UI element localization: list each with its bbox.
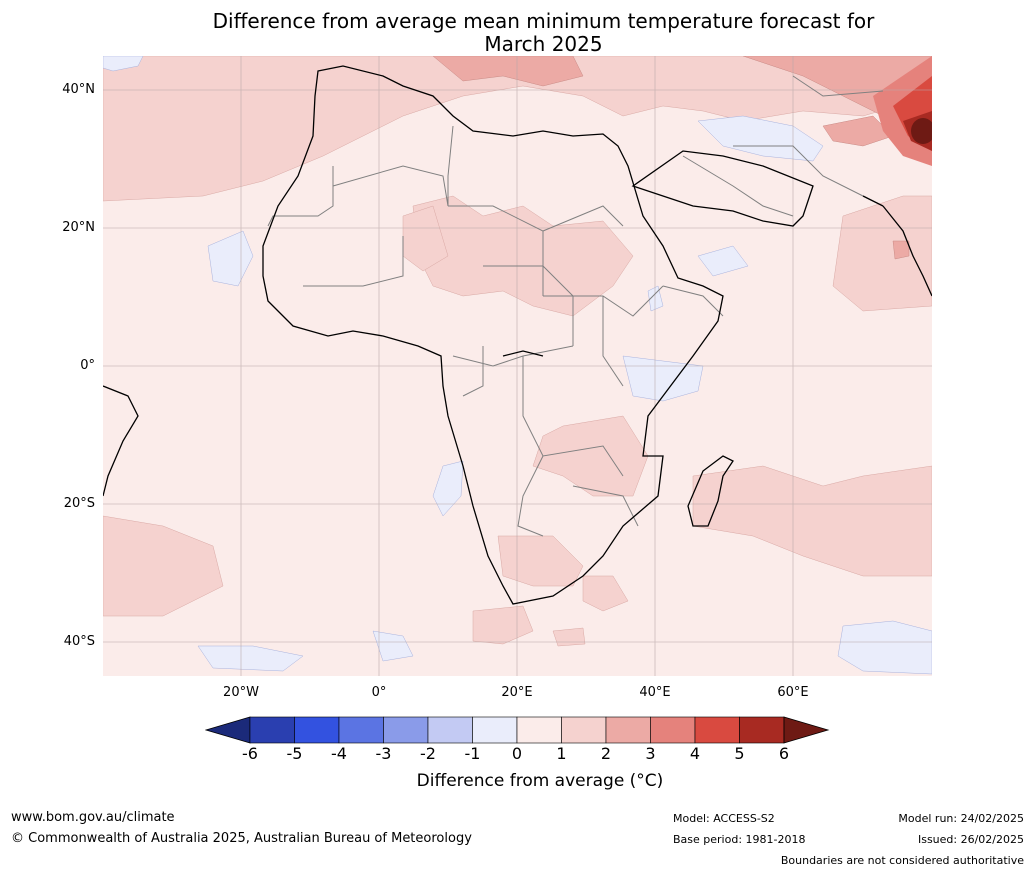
gridlines bbox=[103, 56, 932, 676]
colorbar-tick-label: -1 bbox=[464, 744, 481, 763]
lon-label-20e: 20°E bbox=[501, 685, 533, 700]
colorbar-tick-label: -3 bbox=[375, 744, 392, 763]
colorbar-segment bbox=[383, 716, 429, 744]
colorbar-arrow-high bbox=[783, 716, 830, 744]
anomaly-1to2-regions bbox=[103, 56, 932, 647]
footer-model: Model: ACCESS-S2 bbox=[673, 812, 775, 825]
colorbar-segment bbox=[472, 716, 518, 744]
colorbar-tick-label: 4 bbox=[689, 744, 701, 763]
colorbar-tick-label: 6 bbox=[778, 744, 790, 763]
colorbar bbox=[205, 716, 830, 744]
colorbar-segment bbox=[427, 716, 473, 744]
lat-label-20s: 20°S bbox=[63, 496, 95, 511]
colorbar-segment bbox=[294, 716, 340, 744]
map-title-line2: March 2025 bbox=[484, 32, 603, 56]
colorbar-tick-label: 2 bbox=[600, 744, 612, 763]
lat-label-40n: 40°N bbox=[62, 82, 95, 97]
colorbar-arrow-low bbox=[205, 716, 251, 744]
map-title: Difference from average mean minimum tem… bbox=[0, 10, 1035, 56]
lat-label-40s: 40°S bbox=[63, 634, 95, 649]
colorbar-segment bbox=[694, 716, 740, 744]
colorbar-tick-label: -4 bbox=[331, 744, 347, 763]
country-borders bbox=[267, 75, 884, 537]
lon-label-40e: 40°E bbox=[639, 685, 671, 700]
colorbar-tick-label: 0 bbox=[511, 744, 523, 763]
colorbar-segment bbox=[650, 716, 696, 744]
footer-website: www.bom.gov.au/climate bbox=[11, 810, 175, 825]
colorbar-tick-label: -6 bbox=[242, 744, 258, 763]
colorbar-tick-label: -2 bbox=[420, 744, 436, 763]
footer-base-period: Base period: 1981-2018 bbox=[673, 833, 806, 846]
colorbar-tick-label: -5 bbox=[286, 744, 303, 763]
lon-label-60e: 60°E bbox=[777, 685, 809, 700]
colorbar-title: Difference from average (°C) bbox=[416, 771, 664, 791]
forecast-map bbox=[103, 56, 932, 676]
colorbar-segment bbox=[605, 716, 651, 744]
lon-label-20w: 20°W bbox=[223, 685, 259, 700]
anomaly-hot-spot bbox=[873, 56, 932, 166]
colorbar-segment bbox=[516, 716, 562, 744]
footer-issued: Issued: 26/02/2025 bbox=[917, 833, 1024, 846]
footer-copyright: © Commonwealth of Australia 2025, Austra… bbox=[11, 831, 472, 846]
footer-disclaimer: Boundaries are not considered authoritat… bbox=[780, 854, 1024, 867]
colorbar-tick-label: 5 bbox=[734, 744, 745, 763]
lat-label-20n: 20°N bbox=[62, 220, 95, 235]
coastlines bbox=[103, 65, 932, 605]
colorbar-tick-label: 3 bbox=[645, 744, 656, 763]
colorbar-segment bbox=[739, 716, 785, 744]
colorbar-tick-label: 1 bbox=[556, 744, 567, 763]
map-title-line1: Difference from average mean minimum tem… bbox=[212, 9, 875, 33]
colorbar-segment bbox=[561, 716, 607, 744]
colorbar-segment bbox=[338, 716, 384, 744]
colorbar-segment bbox=[249, 716, 295, 744]
lat-label-0: 0° bbox=[80, 358, 95, 373]
lon-label-0: 0° bbox=[371, 685, 387, 700]
anomaly-neg1to0-regions bbox=[103, 56, 932, 675]
footer-model-run: Model run: 24/02/2025 bbox=[898, 812, 1024, 825]
